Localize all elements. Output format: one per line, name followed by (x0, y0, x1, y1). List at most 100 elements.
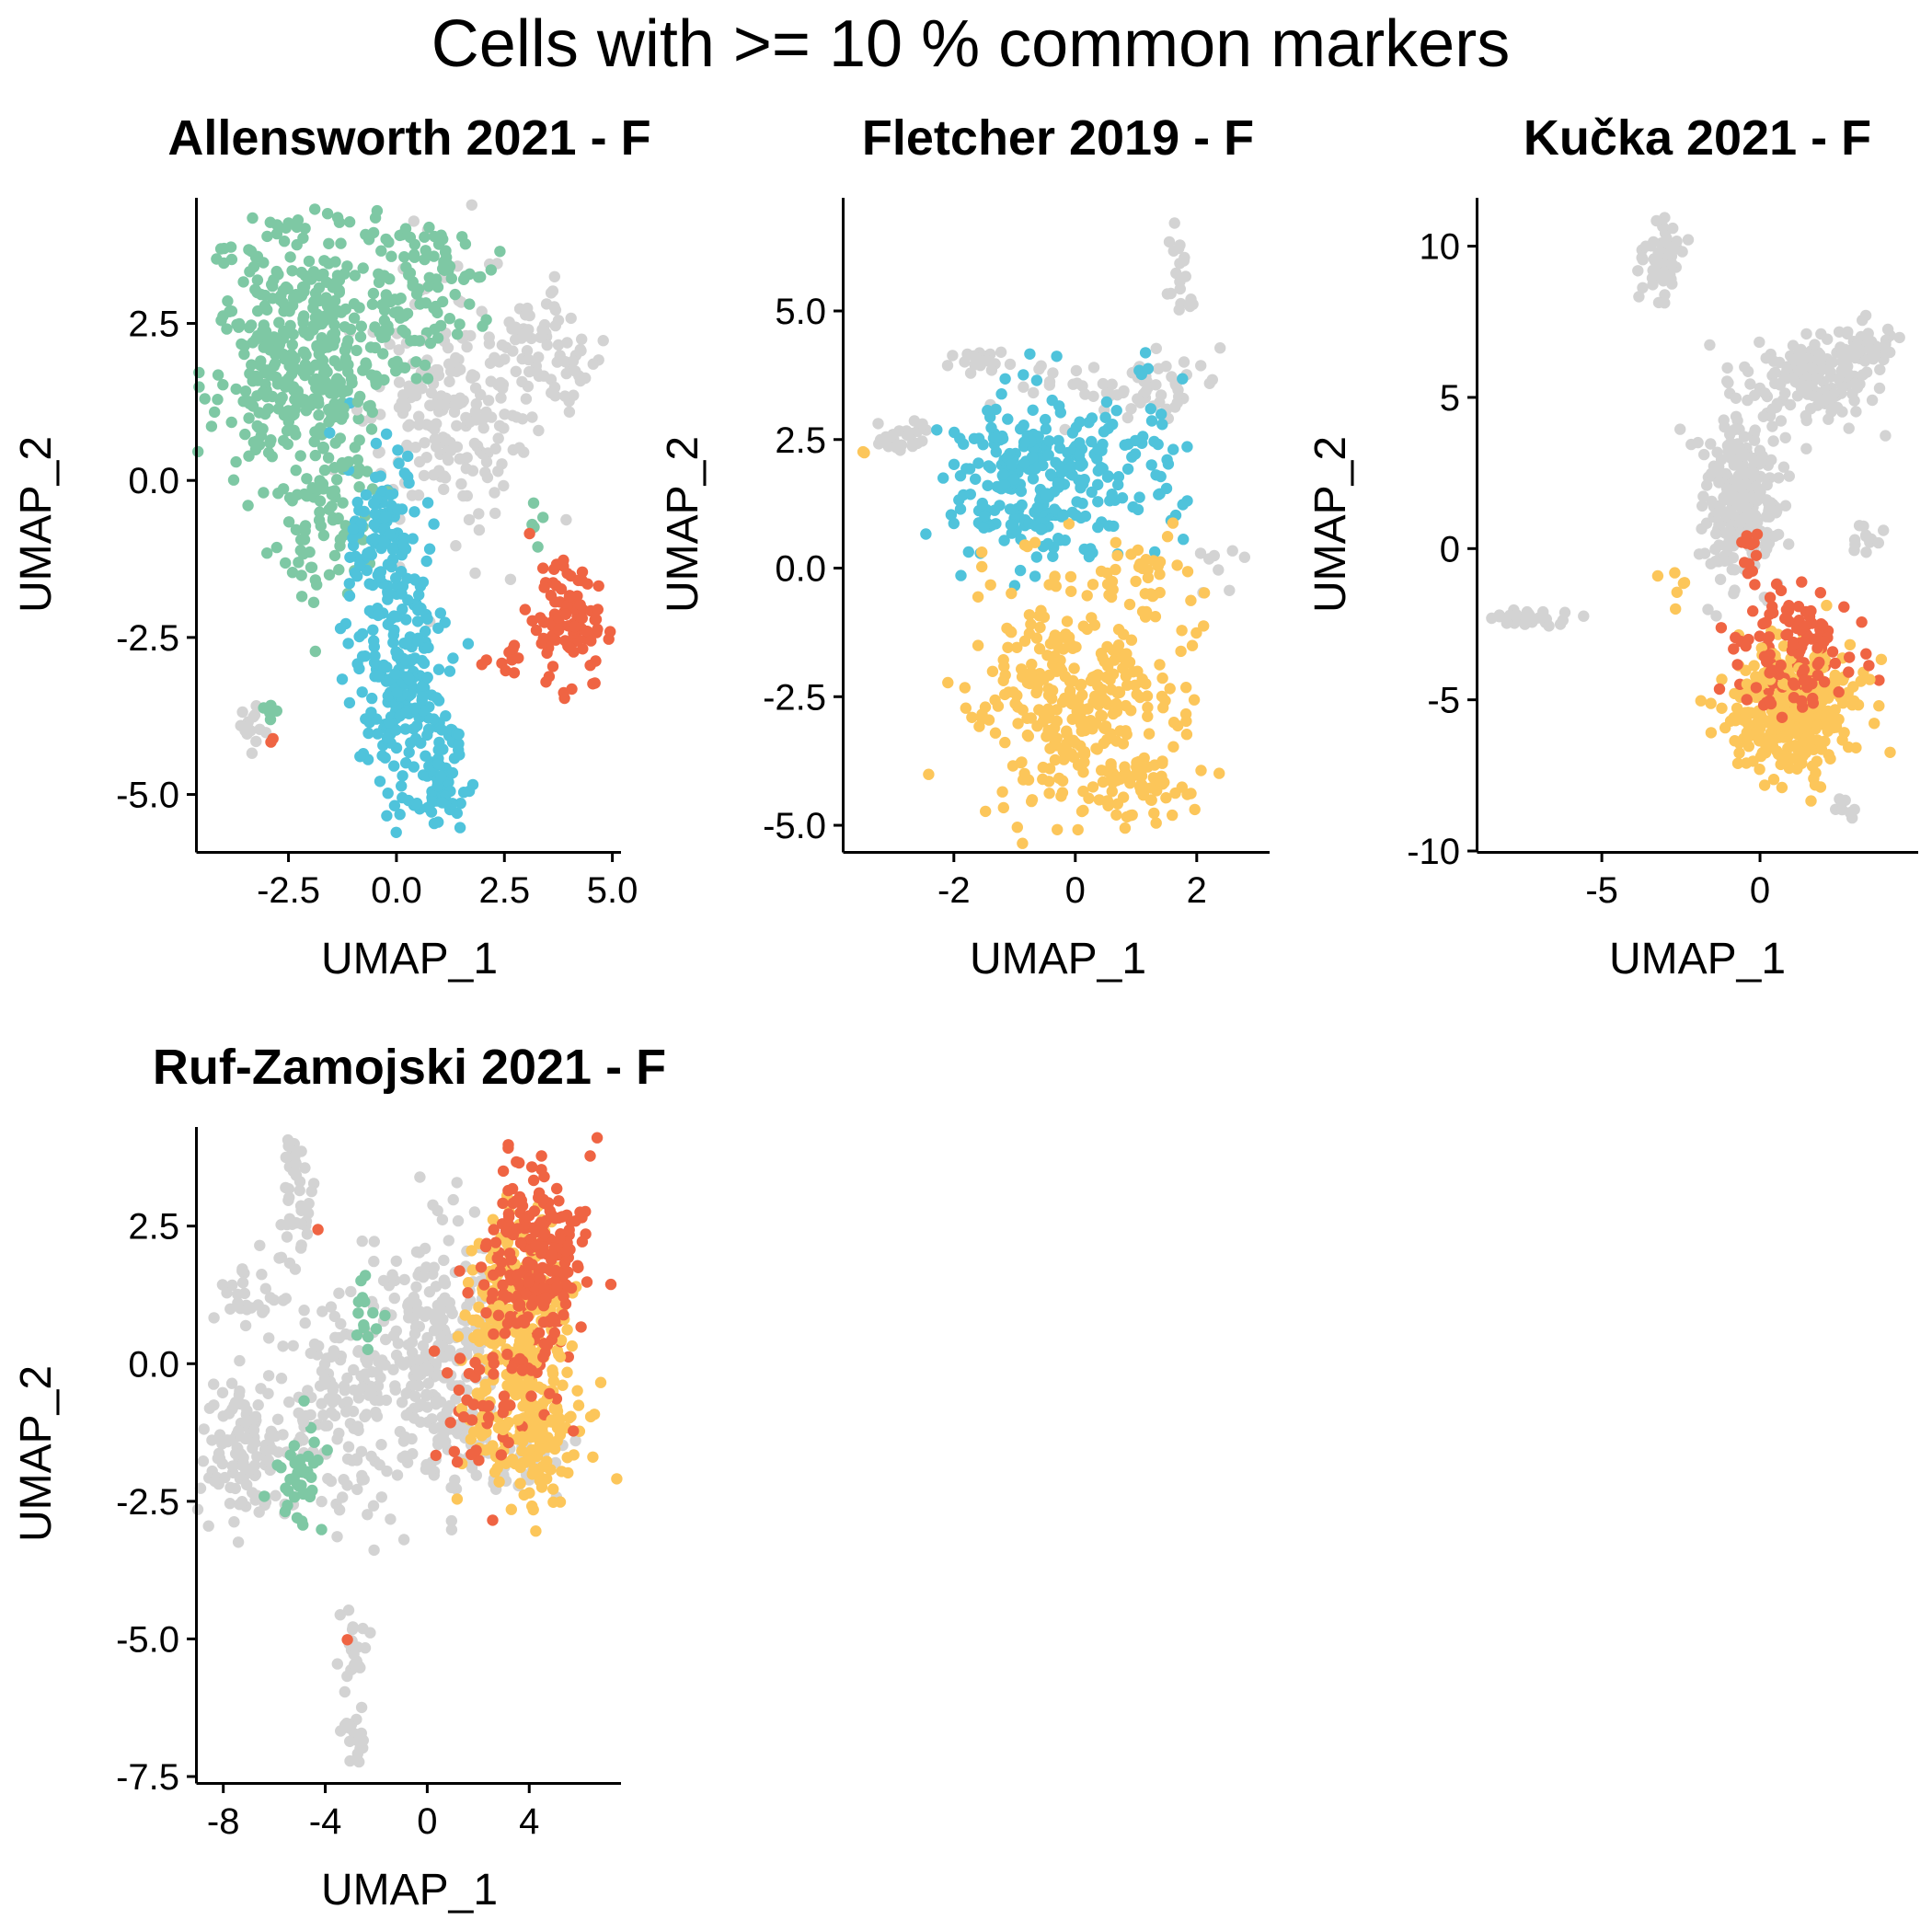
data-point-yellow (1164, 683, 1176, 695)
data-point-blue (1051, 351, 1063, 362)
data-point-green (318, 255, 330, 267)
data-point-green (456, 231, 468, 243)
data-point-blue (358, 505, 370, 518)
data-point-yellow (1144, 782, 1157, 794)
data-point-blue (416, 680, 429, 693)
data-point-grey (1800, 328, 1812, 340)
data-point-blue (447, 652, 459, 664)
data-point-red (581, 626, 593, 638)
data-point-blue (1065, 460, 1078, 473)
data-point-grey (1731, 415, 1743, 427)
data-point-green (366, 298, 379, 310)
data-point-red (562, 1266, 574, 1278)
data-point-green (362, 1343, 374, 1356)
data-point-yellow (1048, 633, 1060, 645)
data-point-grey (1150, 342, 1163, 354)
data-point-yellow (1731, 757, 1744, 769)
data-point-blue (1031, 501, 1043, 514)
data-point-blue (1053, 460, 1065, 472)
data-point-grey (410, 1364, 422, 1377)
data-point-yellow (1011, 641, 1023, 653)
data-point-red (1796, 695, 1808, 707)
data-point-grey (1710, 610, 1722, 622)
data-point-grey (499, 408, 511, 420)
scatter-points (1486, 212, 1905, 824)
data-point-grey (916, 435, 928, 447)
data-point-grey (575, 345, 587, 357)
data-point-yellow (1065, 585, 1077, 597)
data-point-grey (1759, 387, 1771, 399)
data-point-grey (367, 1500, 380, 1512)
data-point-grey (481, 471, 494, 484)
data-point-yellow (1070, 641, 1082, 653)
data-point-yellow (451, 1493, 464, 1505)
data-point-red (1780, 611, 1792, 623)
data-point-red (506, 654, 518, 666)
data-point-blue (360, 489, 373, 501)
data-point-grey (375, 1491, 387, 1503)
data-point-grey (1652, 248, 1664, 261)
data-point-grey (434, 399, 446, 411)
data-point-grey (443, 1235, 454, 1247)
data-point-green (314, 294, 327, 306)
data-point-grey (445, 1514, 457, 1527)
data-point-yellow (1719, 721, 1731, 734)
data-point-yellow (528, 1414, 540, 1427)
data-point-blue (1035, 523, 1047, 535)
data-point-blue (392, 648, 405, 660)
data-point-grey (412, 1305, 424, 1318)
data-point-red (1750, 682, 1763, 694)
data-point-blue (362, 547, 374, 559)
data-point-grey (282, 1133, 294, 1146)
data-point-yellow (1651, 569, 1664, 582)
data-point-yellow (1125, 634, 1138, 646)
data-point-grey (981, 355, 993, 367)
data-point-yellow (1064, 570, 1077, 583)
data-point-grey (549, 390, 561, 402)
data-point-blue (1026, 451, 1039, 463)
data-point-grey (413, 455, 426, 468)
data-point-grey (353, 1661, 365, 1673)
data-point-blue (389, 668, 401, 680)
data-point-green (268, 331, 281, 343)
data-point-yellow (1051, 704, 1063, 716)
y-tick-label: 0.0 (775, 549, 826, 590)
data-point-grey (1722, 376, 1734, 389)
data-point-yellow (980, 805, 992, 818)
data-point-yellow (999, 736, 1011, 749)
data-point-red (454, 1352, 466, 1364)
data-point-blue (1133, 491, 1145, 503)
data-point-green (359, 1295, 371, 1308)
data-point-blue (390, 572, 402, 584)
data-point-grey (362, 1509, 374, 1521)
data-point-green (251, 274, 264, 286)
data-point-green (314, 495, 327, 507)
data-point-blue (423, 543, 436, 555)
data-point-red (577, 643, 589, 655)
data-point-green (261, 230, 273, 243)
data-point-green (212, 394, 224, 406)
data-point-grey (343, 1719, 355, 1732)
data-point-blue (453, 738, 465, 750)
data-point-yellow (1002, 641, 1014, 653)
data-point-blue (397, 770, 408, 782)
data-point-green (398, 362, 411, 374)
data-point-red (341, 1634, 353, 1646)
data-point-grey (468, 437, 481, 450)
data-point-red (551, 1282, 563, 1294)
y-tick-label: -2.5 (763, 677, 826, 718)
data-point-grey (281, 1231, 293, 1243)
data-point-green (318, 464, 331, 477)
y-tick-label: -5.0 (116, 776, 179, 816)
data-point-green (537, 512, 549, 523)
data-point-blue (435, 770, 447, 782)
data-point-green (230, 383, 242, 396)
data-point-grey (1843, 422, 1855, 434)
data-point-grey (450, 1393, 462, 1405)
data-point-green (278, 305, 290, 317)
data-point-green (218, 257, 230, 270)
data-point-blue (1030, 551, 1043, 563)
data-point-grey (1710, 527, 1722, 540)
data-point-red (1745, 538, 1757, 551)
data-point-grey (1806, 362, 1818, 374)
